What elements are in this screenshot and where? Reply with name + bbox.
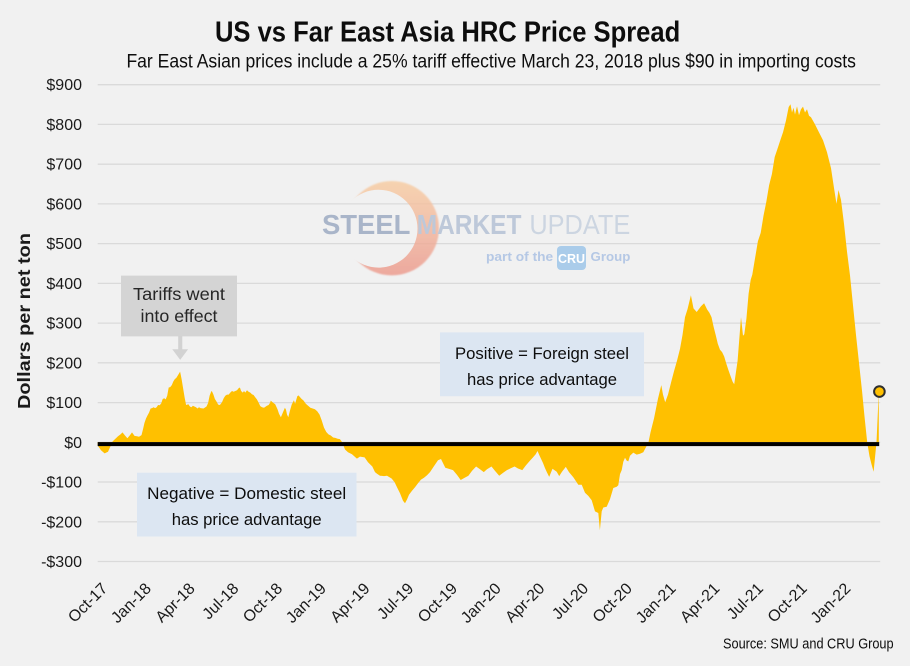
svg-text:Negative = Domestic steel: Negative = Domestic steel [147, 484, 346, 503]
svg-text:$300: $300 [46, 316, 82, 333]
svg-text:-$300: -$300 [41, 554, 82, 571]
svg-text:has price advantage: has price advantage [467, 370, 617, 389]
svg-text:MARKET: MARKET [417, 209, 522, 240]
svg-text:$200: $200 [46, 355, 82, 372]
svg-text:US vs Far East Asia HRC Price: US vs Far East Asia HRC Price Spread [215, 16, 680, 48]
svg-text:CRU: CRU [558, 252, 585, 266]
svg-text:$400: $400 [46, 276, 82, 293]
svg-text:part of the: part of the [486, 249, 553, 264]
svg-text:$100: $100 [46, 395, 82, 412]
svg-text:Dollars per net ton: Dollars per net ton [14, 233, 34, 409]
svg-text:STEEL: STEEL [322, 209, 411, 240]
svg-text:$600: $600 [46, 196, 82, 213]
svg-text:$0: $0 [64, 435, 82, 452]
svg-text:$900: $900 [46, 77, 82, 94]
svg-text:$800: $800 [46, 117, 82, 134]
svg-text:Group: Group [591, 249, 631, 264]
svg-text:-$100: -$100 [41, 475, 82, 492]
svg-text:into effect: into effect [141, 306, 218, 326]
svg-text:has price advantage: has price advantage [172, 510, 322, 529]
svg-text:Source: SMU and CRU Group: Source: SMU and CRU Group [723, 636, 894, 653]
svg-text:-$200: -$200 [41, 514, 82, 531]
svg-text:UPDATE: UPDATE [529, 209, 630, 240]
svg-text:Positive = Foreign steel: Positive = Foreign steel [455, 344, 629, 363]
svg-text:$700: $700 [46, 157, 82, 174]
svg-text:Far East Asian prices include: Far East Asian prices include a 25% tari… [126, 51, 856, 72]
svg-text:Tariffs went: Tariffs went [133, 284, 225, 304]
svg-text:$500: $500 [46, 236, 82, 253]
